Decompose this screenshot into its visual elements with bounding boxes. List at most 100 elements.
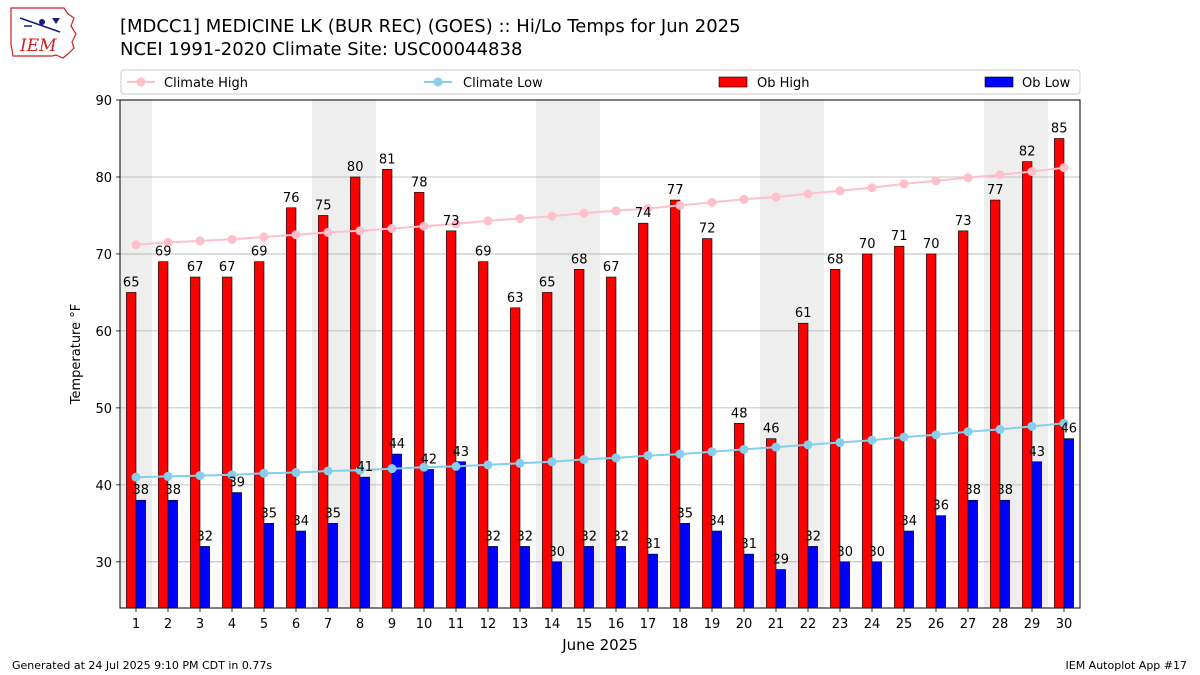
ob-low-bar [551, 561, 562, 609]
ob-high-bar [542, 292, 553, 609]
climate-high-point [131, 240, 141, 250]
ob-high-label: 48 [731, 406, 748, 421]
y-axis-label: Temperature °F [69, 304, 84, 405]
ob-low-bar [999, 499, 1010, 609]
ob-high-bar [702, 238, 713, 609]
ob-low-label: 41 [357, 460, 374, 475]
ob-high-label: 61 [795, 306, 812, 321]
legend-climate-low-label: Climate Low [463, 76, 543, 91]
ob-high-label: 68 [571, 252, 588, 267]
chart-subtitle: NCEI 1991-2020 Climate Site: USC00044838 [120, 39, 523, 60]
x-tick-label: 17 [640, 617, 657, 632]
ob-high-bar [126, 292, 137, 609]
climate-high-point [323, 227, 333, 237]
climate-high-point [675, 200, 685, 210]
ob-high-label: 81 [379, 152, 396, 167]
climate-low-point [355, 465, 365, 475]
legend-ob-high-label: Ob High [757, 76, 810, 91]
x-tick-label: 8 [356, 617, 364, 632]
ob-low-bar [807, 546, 818, 609]
ob-low-label: 34 [901, 514, 918, 529]
climate-low-point [739, 444, 749, 454]
ob-high-bar [894, 245, 905, 609]
ob-low-bar [615, 546, 626, 609]
ob-high-bar [382, 168, 393, 609]
ob-high-bar [1022, 161, 1033, 609]
climate-high-point [227, 234, 237, 244]
ob-low-label: 46 [1061, 422, 1078, 437]
x-tick-label: 1 [132, 617, 140, 632]
climate-high-point [483, 216, 493, 226]
x-tick-label: 25 [896, 617, 913, 632]
ob-high-label: 68 [827, 252, 844, 267]
ob-low-label: 35 [261, 506, 278, 521]
ob-high-label: 78 [411, 175, 428, 190]
climate-high-point [739, 194, 749, 204]
climate-high-point [931, 176, 941, 186]
ob-high-bar [1054, 138, 1065, 609]
climate-high-point [995, 170, 1005, 180]
ob-high-bar [478, 261, 489, 609]
ob-high-label: 65 [539, 275, 556, 290]
y-tick-label: 50 [95, 402, 112, 417]
ob-low-bar [455, 461, 466, 609]
ob-low-bar [519, 546, 530, 609]
climate-low-point [579, 454, 589, 464]
x-tick-label: 7 [324, 617, 332, 632]
legend: Climate High Climate Low Ob High Ob Low [120, 69, 1081, 95]
climate-low-point [195, 471, 205, 481]
ob-high-label: 73 [443, 214, 460, 229]
ob-low-label: 32 [197, 529, 214, 544]
ob-low-label: 43 [1029, 445, 1046, 460]
data-labels: 65 69 67 67 69 76 75 80 81 78 73 69 63 65 68 67 74 77 72 48… [123, 121, 1077, 567]
ob-high-bar [510, 307, 521, 609]
legend-ob-low-label: Ob Low [1022, 76, 1071, 91]
climate-low-point [515, 458, 525, 468]
climate-high-point [387, 224, 397, 234]
ob-low-bar [1031, 461, 1042, 609]
ob-low-label: 32 [581, 529, 598, 544]
climate-high-point [451, 219, 461, 229]
climate-high-point [163, 237, 173, 247]
ob-low-bar [935, 515, 946, 609]
x-tick-label: 18 [672, 617, 689, 632]
climate-high-point [291, 230, 301, 240]
ob-low-bar [359, 476, 370, 609]
ob-high-bar [318, 215, 329, 609]
climate-high-point [643, 204, 653, 214]
climate-low-point [995, 424, 1005, 434]
climate-low-point [163, 471, 173, 481]
y-tick-label: 40 [95, 479, 112, 494]
ob-low-label: 32 [613, 529, 630, 544]
climate-high-point [1059, 163, 1069, 173]
ob-high-label: 46 [763, 422, 780, 437]
ob-low-label: 43 [453, 445, 470, 460]
ob-low-bar [263, 523, 274, 609]
climate-low-point [451, 461, 461, 471]
climate-low-point [291, 468, 301, 478]
ob-high-label: 67 [187, 260, 204, 275]
x-tick-label: 10 [416, 617, 433, 632]
ob-low-label: 38 [997, 483, 1014, 498]
climate-high-point [419, 221, 429, 231]
legend-ob-high-swatch [718, 76, 748, 88]
ob-low-label: 38 [133, 483, 150, 498]
x-tick-label: 2 [164, 617, 172, 632]
ob-high-bar [222, 276, 233, 609]
ob-low-label: 30 [837, 545, 854, 560]
ob-low-label: 30 [869, 545, 886, 560]
climate-low-point [323, 466, 333, 476]
ob-high-bar [798, 322, 809, 609]
ob-high-label: 72 [699, 222, 716, 237]
climate-high-point [547, 211, 557, 221]
x-tick-label: 21 [768, 617, 785, 632]
x-tick-label: 13 [512, 617, 529, 632]
ob-high-bar [766, 438, 777, 609]
ob-high-bar [286, 207, 297, 609]
ob-low-bar [679, 523, 690, 609]
ob-low-label: 38 [165, 483, 182, 498]
climate-high-point [899, 179, 909, 189]
ob-low-label: 35 [325, 506, 342, 521]
climate-low-point [771, 442, 781, 452]
ob-high-bar [350, 176, 361, 609]
